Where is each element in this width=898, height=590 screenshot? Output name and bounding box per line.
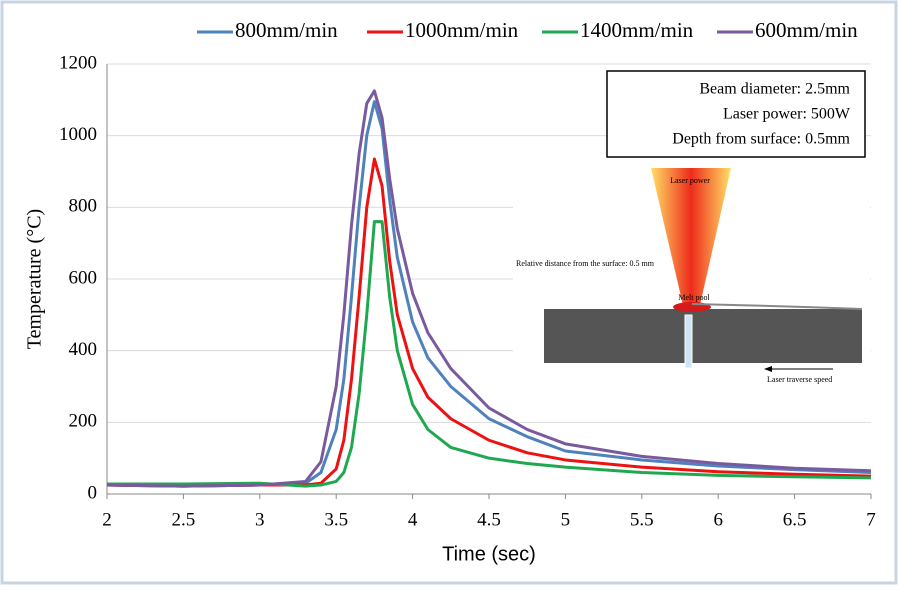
annotation-box (606, 70, 866, 158)
legend-label: 1400mm/min (580, 18, 694, 42)
x-tick-label: 6 (713, 509, 723, 530)
y-tick-label: 1000 (59, 124, 97, 145)
inset-label: Laser traverse speed (767, 375, 832, 384)
x-tick-label: 6.5 (783, 509, 807, 530)
legend-label: 1000mm/min (405, 18, 519, 42)
y-tick-label: 600 (69, 267, 98, 288)
x-axis-label: Time (sec) (442, 543, 536, 565)
inset-label: Melt pool (678, 293, 710, 302)
x-tick-label: 5 (561, 509, 571, 530)
y-axis-label: Temperature (°C) (24, 209, 46, 349)
line-series (106, 157, 872, 488)
y-tick-label: 1200 (59, 52, 97, 73)
x-tick-label: 4 (408, 509, 418, 530)
surface-bead (691, 303, 863, 310)
y-tick-label: 800 (69, 196, 98, 217)
x-tick-label: 3 (255, 509, 265, 530)
inset-label: Relative distance from the surface: 0.5 … (516, 259, 655, 268)
legend-label: 800mm/min (235, 18, 338, 42)
annotation: Beam diameter: 2.5mm (699, 81, 850, 98)
x-tick-label: 7 (866, 509, 876, 530)
x-tick-label: 2 (102, 509, 112, 530)
line-series (106, 89, 872, 488)
workpiece (544, 309, 862, 363)
arrow-head (764, 366, 772, 372)
y-tick-label: 0 (88, 482, 98, 503)
annotation: Depth from surface: 0.5mm (672, 131, 850, 148)
inset-diagram: Laser power Relative distance from the s… (513, 168, 870, 395)
thermocouple (684, 314, 693, 369)
line-series (106, 100, 872, 488)
y-tick-label: 200 (69, 411, 98, 432)
inset-label: Laser power (670, 176, 710, 185)
x-tick-label: 5.5 (630, 509, 654, 530)
x-tick-label: 4.5 (477, 509, 501, 530)
x-tick-label: 2.5 (172, 509, 196, 530)
legend-label: 600mm/min (755, 18, 858, 42)
annotation: Laser power: 500W (723, 106, 851, 123)
y-tick-label: 400 (69, 339, 98, 360)
x-tick-label: 3.5 (324, 509, 348, 530)
laser-beam (651, 168, 731, 305)
line-series (107, 220, 872, 488)
